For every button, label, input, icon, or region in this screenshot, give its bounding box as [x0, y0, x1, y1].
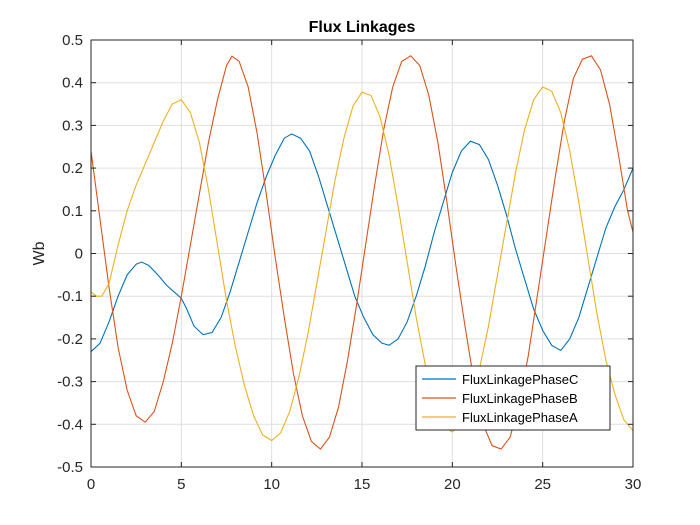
- x-tick-label: 20: [444, 476, 461, 493]
- series-group: [90, 55, 634, 450]
- x-tick-label: 10: [263, 476, 280, 493]
- x-tick-label: 15: [354, 476, 371, 493]
- y-tick-label: 0: [75, 246, 83, 263]
- y-tick-label: -0.4: [57, 416, 83, 433]
- y-tick-label: 0.5: [62, 32, 83, 49]
- legend-label: FluxLinkagePhaseC: [462, 372, 578, 387]
- y-tick-label: 0.4: [62, 75, 83, 92]
- y-tick-label: -0.3: [57, 374, 83, 391]
- legend-label: FluxLinkagePhaseA: [462, 410, 578, 425]
- x-tick-label: 25: [534, 476, 551, 493]
- x-tick-label: 30: [625, 476, 642, 493]
- x-tick-label: 5: [177, 476, 185, 493]
- y-tick-label: 0.3: [62, 117, 83, 134]
- y-tick-label: 0.1: [62, 203, 83, 220]
- y-axis-label: Wb: [31, 241, 48, 265]
- x-tick-label: 0: [87, 476, 95, 493]
- series-line-FluxLinkagePhaseB: [90, 55, 634, 450]
- series-line-FluxLinkagePhaseC: [90, 133, 634, 353]
- series-line-FluxLinkagePhaseA: [90, 86, 634, 442]
- y-tick-label: -0.2: [57, 331, 83, 348]
- y-tick-label: -0.1: [57, 288, 83, 305]
- chart-title: Flux Linkages: [309, 19, 416, 36]
- legend-label: FluxLinkagePhaseB: [462, 391, 578, 406]
- ticks: 0 5 10 15 20 25 30 -0.5 -0.4 -0.3 -0.2 -0.1 0 0.1 0.2 0…: [57, 32, 641, 493]
- grid: [91, 40, 633, 467]
- y-tick-label: 0.2: [62, 160, 83, 177]
- legend: FluxLinkagePhaseC FluxLinkagePhaseB FluxLi…: [415, 365, 611, 431]
- y-tick-label: -0.5: [57, 459, 83, 476]
